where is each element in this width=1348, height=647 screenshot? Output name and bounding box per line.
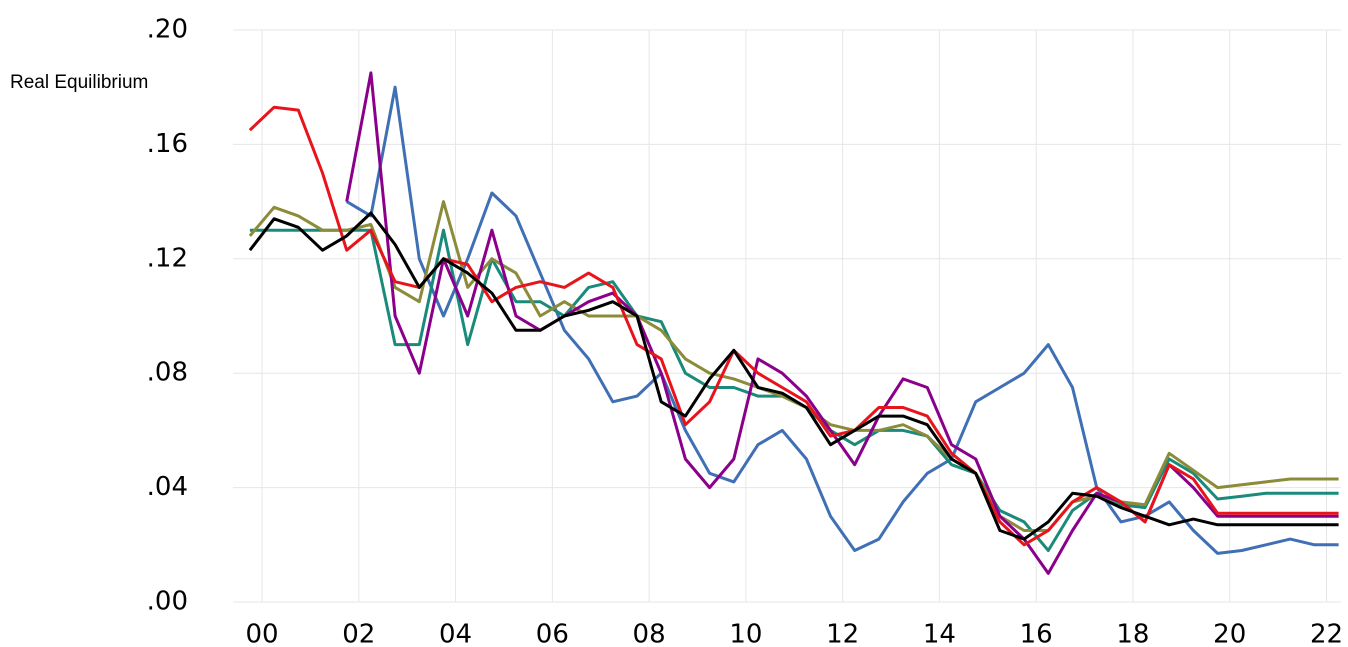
series-line <box>345 85 1339 555</box>
y-tick-label: .12 <box>147 243 188 273</box>
x-tick-label: 06 <box>536 620 569 647</box>
y-tick-label: .16 <box>147 129 188 159</box>
y-tick-label: .20 <box>147 15 188 45</box>
x-tick-label: 16 <box>1020 620 1053 647</box>
x-tick-label: 22 <box>1310 620 1343 647</box>
series-line <box>248 105 1339 547</box>
x-tick-label: 02 <box>342 620 375 647</box>
x-tick-label: 00 <box>245 620 278 647</box>
x-tick-label: 12 <box>826 620 859 647</box>
x-tick-label: 04 <box>439 620 472 647</box>
x-tick-label: 14 <box>923 620 956 647</box>
series-line <box>248 211 1339 541</box>
series-line <box>248 200 1339 532</box>
y-tick-label: .08 <box>147 358 188 388</box>
y-axis-label: Real Equilibrium <box>10 72 148 93</box>
x-tick-label: 08 <box>633 620 666 647</box>
y-tick-label: .00 <box>147 587 188 617</box>
y-tick-label: .04 <box>147 472 188 502</box>
x-tick-label: 18 <box>1116 620 1149 647</box>
x-tick-label: 10 <box>729 620 762 647</box>
x-tick-label: 20 <box>1213 620 1246 647</box>
